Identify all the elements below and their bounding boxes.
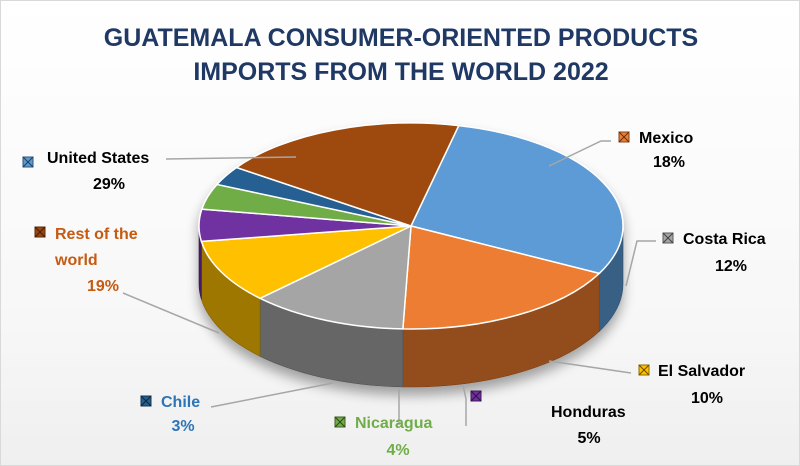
data-label-mexico: 18% xyxy=(653,154,685,171)
data-label-united-states: 29% xyxy=(93,176,125,193)
leader-line-honduras xyxy=(462,384,467,426)
pie-slice-mexico xyxy=(402,225,601,330)
chart-title-line-2: IMPORTS FROM THE WORLD 2022 xyxy=(193,58,608,86)
legend-key-bevel-chile xyxy=(140,395,152,407)
pie-slice-costa-rica xyxy=(258,224,412,330)
legend-key-bevel-united-states xyxy=(22,156,34,168)
category-label-united-states: United States xyxy=(47,150,149,167)
legend-key-bevel-mexico xyxy=(618,131,630,143)
category-label-chile: Chile xyxy=(161,394,200,411)
chart-title-line-1: GUATEMALA CONSUMER-ORIENTED PRODUCTS xyxy=(104,24,698,52)
legend-key-bevel-costa-rica xyxy=(662,232,674,244)
pie-body xyxy=(198,122,624,388)
pie-slice-el-salvador xyxy=(200,225,412,300)
category-label-rest-of-the-world-line-2: world xyxy=(54,252,98,269)
legend-key-bevel-el-salvador xyxy=(638,364,650,376)
data-label-costa-rica: 12% xyxy=(715,258,747,275)
leader-line-chile xyxy=(210,382,334,408)
data-label-el-salvador: 10% xyxy=(691,390,723,407)
legend-key-bevel-rest-of-the-world xyxy=(34,226,46,238)
category-label-rest-of-the-world-line-1: Rest of the xyxy=(55,226,138,243)
legend-key-bevel-nicaragua xyxy=(334,416,346,428)
category-label-costa-rica: Costa Rica xyxy=(683,231,766,248)
leader-line-mexico xyxy=(548,140,611,167)
data-label-chile: 3% xyxy=(171,418,194,435)
leader-line-rest-of-the-world xyxy=(122,292,220,334)
leader-line-united-states xyxy=(165,156,297,160)
category-label-nicaragua: Nicaragua xyxy=(355,415,432,432)
category-label-mexico: Mexico xyxy=(639,130,693,147)
category-label-el-salvador: El Salvador xyxy=(658,363,745,380)
leader-line-el-salvador xyxy=(548,360,632,374)
data-label-rest-of-the-world: 19% xyxy=(87,278,119,295)
category-label-honduras: Honduras xyxy=(551,404,626,421)
legend-key-bevel-honduras xyxy=(470,390,482,402)
data-label-honduras: 5% xyxy=(577,430,600,447)
data-label-nicaragua: 4% xyxy=(386,442,409,459)
leader-line-costa-rica xyxy=(625,240,656,287)
pie-slice-united-states xyxy=(409,124,624,275)
